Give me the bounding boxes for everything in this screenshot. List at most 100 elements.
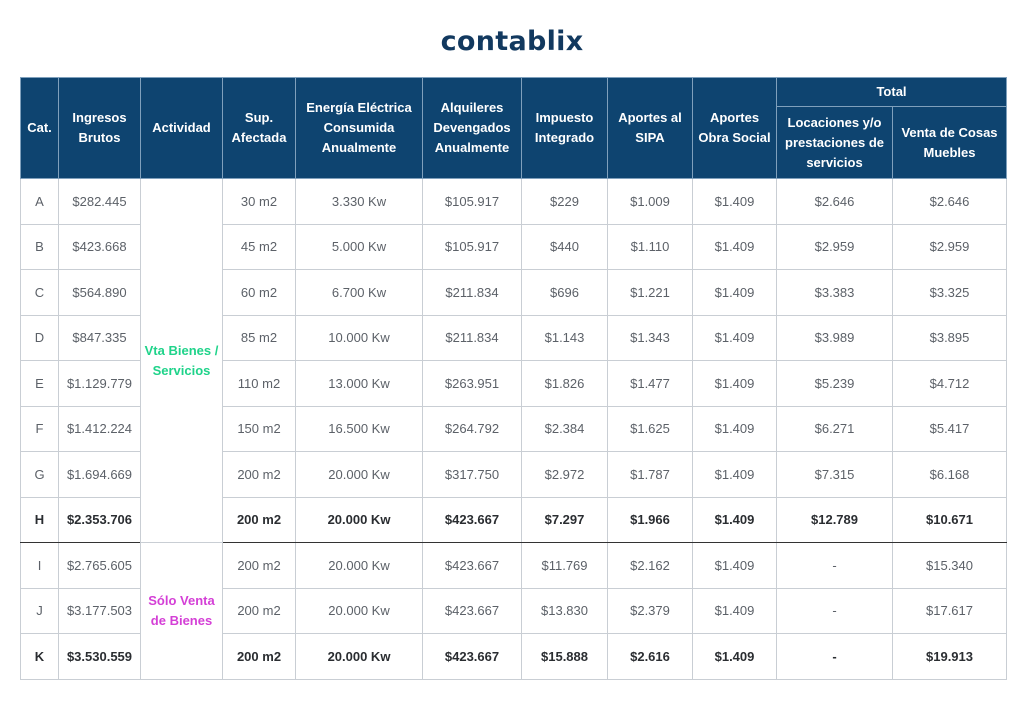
cell-actividad-bienes-servicios: Vta Bienes / Servicios [140,178,223,543]
cell-sipa: $1.787 [607,451,693,498]
brand-logo: contablix [440,26,584,57]
cell-energia: 13.000 Kw [295,360,423,407]
cell-ingresos: $847.335 [58,314,141,361]
cell-ingresos: $1.694.669 [58,451,141,498]
cell-sipa: $2.379 [607,587,693,634]
cell-alquileres: $423.667 [422,633,522,680]
cell-locaciones: $3.989 [776,314,893,361]
cell-impuesto: $1.143 [521,314,608,361]
cell-sup: 200 m2 [222,496,296,543]
cell-obra: $1.409 [692,587,777,634]
cell-venta: $19.913 [892,633,1007,680]
cell-impuesto: $1.826 [521,360,608,407]
cell-sup: 60 m2 [222,269,296,316]
table-row: B $423.668 45 m2 5.000 Kw $105.917 $440 $1.110… [20,223,1007,270]
table-row: I $2.765.605 Sólo Venta de Bienes 200 m2 20.… [20,542,1007,680]
header-ingresos: Ingresos Brutos [58,77,141,179]
cell-alquileres: $317.750 [422,451,522,498]
cell-sipa: $2.162 [607,542,693,589]
cell-venta: $6.168 [892,451,1007,498]
cell-cat: J [20,587,59,634]
cell-ingresos: $282.445 [58,178,141,225]
cell-sipa: $1.966 [607,496,693,543]
header-sup: Sup. Afectada [222,77,296,179]
cell-cat: E [20,360,59,407]
cell-obra: $1.409 [692,496,777,543]
cell-cat: G [20,451,59,498]
cell-cat: C [20,269,59,316]
cell-cat: A [20,178,59,225]
table-row: A $282.445 Vta Bienes / Servicios 30 m2 3.33… [20,178,1007,543]
cell-venta: $5.417 [892,405,1007,452]
cell-alquileres: $423.667 [422,496,522,543]
cell-cat: F [20,405,59,452]
cell-sup: 200 m2 [222,633,296,680]
cell-ingresos: $564.890 [58,269,141,316]
cell-ingresos: $1.412.224 [58,405,141,452]
cell-sipa: $1.110 [607,223,693,270]
cell-locaciones: - [776,633,893,680]
cell-sipa: $1.477 [607,360,693,407]
cell-locaciones: - [776,542,893,589]
cell-locaciones: - [776,587,893,634]
cell-alquileres: $423.667 [422,542,522,589]
cell-venta: $4.712 [892,360,1007,407]
cell-cat: D [20,314,59,361]
cell-obra: $1.409 [692,542,777,589]
cell-ingresos: $3.177.503 [58,587,141,634]
cell-venta: $10.671 [892,496,1007,543]
table-row: E $1.129.779 110 m2 13.000 Kw $263.951 $1.826… [20,360,1007,407]
cell-ingresos: $3.530.559 [58,633,141,680]
cell-impuesto: $11.769 [521,542,608,589]
cell-venta: $2.959 [892,223,1007,270]
cell-sup: 85 m2 [222,314,296,361]
cell-sipa: $1.343 [607,314,693,361]
cell-venta: $3.895 [892,314,1007,361]
cell-locaciones: $2.646 [776,178,893,225]
cell-sup: 150 m2 [222,405,296,452]
header-energia: Energía Eléctrica Consumida Anualmente [295,77,423,179]
header-cat: Cat. [20,77,59,179]
header-total: Total [776,77,1007,107]
cell-cat: B [20,223,59,270]
cell-sup: 200 m2 [222,451,296,498]
table-header: Cat. Ingresos Brutos Actividad Sup. Afec… [20,77,1007,179]
cell-energia: 6.700 Kw [295,269,423,316]
cell-energia: 20.000 Kw [295,496,423,543]
cell-alquileres: $211.834 [422,314,522,361]
cell-sup: 30 m2 [222,178,296,225]
cell-impuesto: $15.888 [521,633,608,680]
cell-venta: $3.325 [892,269,1007,316]
cell-locaciones: $5.239 [776,360,893,407]
cell-energia: 20.000 Kw [295,633,423,680]
cell-obra: $1.409 [692,314,777,361]
cell-venta: $15.340 [892,542,1007,589]
cell-cat: I [20,542,59,589]
monotributo-categories-table: Cat. Ingresos Brutos Actividad Sup. Afec… [20,77,1007,680]
cell-impuesto: $2.972 [521,451,608,498]
cell-obra: $1.409 [692,633,777,680]
cell-cat: K [20,633,59,680]
cell-cat: H [20,496,59,543]
cell-venta: $17.617 [892,587,1007,634]
cell-ingresos: $423.668 [58,223,141,270]
cell-alquileres: $264.792 [422,405,522,452]
cell-impuesto: $2.384 [521,405,608,452]
cell-alquileres: $423.667 [422,587,522,634]
cell-energia: 20.000 Kw [295,542,423,589]
cell-locaciones: $3.383 [776,269,893,316]
cell-alquileres: $105.917 [422,223,522,270]
cell-alquileres: $105.917 [422,178,522,225]
cell-energia: 3.330 Kw [295,178,423,225]
cell-sup: 45 m2 [222,223,296,270]
cell-alquileres: $263.951 [422,360,522,407]
cell-sipa: $1.221 [607,269,693,316]
cell-locaciones: $2.959 [776,223,893,270]
cell-sup: 200 m2 [222,542,296,589]
cell-venta: $2.646 [892,178,1007,225]
cell-obra: $1.409 [692,360,777,407]
cell-obra: $1.409 [692,451,777,498]
cell-sipa: $1.625 [607,405,693,452]
cell-impuesto: $229 [521,178,608,225]
cell-impuesto: $440 [521,223,608,270]
